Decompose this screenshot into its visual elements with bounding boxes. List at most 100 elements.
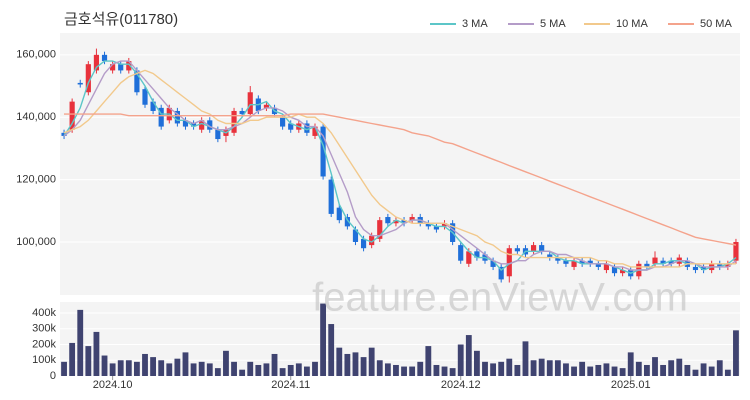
candle-body: [433, 226, 440, 230]
volume-bar: [433, 364, 440, 376]
candle-body: [344, 217, 350, 227]
volume-bar: [449, 368, 456, 376]
volume-bar: [724, 369, 731, 376]
volume-bar: [239, 369, 246, 376]
volume-bar: [117, 360, 124, 376]
candle-body: [312, 126, 318, 136]
volume-bar: [676, 358, 683, 376]
candle-body: [603, 263, 610, 271]
ma-line: [63, 60, 737, 274]
volume-bar: [716, 360, 723, 376]
candle-body: [425, 223, 431, 227]
ma-line: [63, 60, 737, 271]
candle-body: [150, 101, 156, 111]
y-tick-label: 300k: [32, 323, 56, 335]
candle-body: [563, 260, 569, 264]
volume-bar: [587, 366, 594, 376]
volume-bar: [627, 352, 634, 376]
volume-bar: [401, 366, 407, 376]
y-tick-label: 100k: [32, 354, 56, 366]
candle-body: [77, 82, 83, 85]
volume-bar: [652, 357, 658, 376]
volume-bar: [352, 352, 359, 376]
price-plot-area: [60, 33, 740, 295]
volume-bar: [465, 335, 472, 376]
volume-bar: [320, 303, 327, 376]
candle-body: [555, 257, 561, 261]
candle-body: [700, 266, 707, 271]
candle-body: [717, 263, 723, 267]
volume-bar: [603, 363, 610, 376]
candle-body: [158, 107, 164, 127]
volume-bar: [198, 361, 205, 376]
ma-line: [63, 69, 736, 268]
candle-body: [725, 263, 731, 267]
volume-bar: [231, 361, 237, 376]
volume-bar: [182, 352, 189, 376]
candle-body: [93, 54, 100, 71]
volume-bar: [312, 361, 318, 376]
candle-body: [571, 260, 577, 267]
candle-body: [401, 220, 407, 224]
volume-bar: [133, 361, 140, 376]
candle-body: [530, 245, 537, 252]
candle-body: [733, 241, 739, 261]
candle-body: [611, 266, 618, 274]
y-tick-label: 160,000: [16, 49, 56, 61]
volume-bar: [376, 360, 383, 376]
volume-bar: [287, 364, 294, 376]
volume-bar: [174, 358, 181, 376]
volume-bar: [360, 357, 367, 376]
candle-body: [644, 263, 650, 267]
candle-body: [369, 235, 375, 246]
volume-bar: [295, 363, 302, 376]
candle-body: [498, 266, 504, 280]
chart-title: 금호석유(011780): [64, 11, 178, 28]
volume-bar: [482, 361, 488, 376]
watermark: feature.enViewV.com: [312, 276, 688, 320]
volume-bar: [457, 344, 464, 376]
candle-body: [587, 260, 593, 264]
y-tick-label: 200k: [32, 338, 56, 350]
volume-bar: [158, 360, 165, 376]
candle-body: [652, 257, 658, 264]
volume-bar: [643, 364, 650, 376]
volume-bar: [384, 363, 391, 376]
candle-body: [660, 260, 666, 264]
candle-body: [182, 120, 189, 127]
volume-bar: [166, 363, 173, 376]
candle-body: [539, 245, 545, 252]
volume-bar: [506, 358, 513, 376]
candle-body: [692, 266, 699, 271]
volume-bar: [595, 364, 602, 376]
candle-body: [466, 251, 472, 264]
candle-body: [579, 260, 585, 264]
volume-bar: [546, 360, 553, 376]
volume-bar: [150, 357, 157, 376]
candle-body: [385, 217, 391, 224]
candle-body: [441, 223, 448, 227]
candle-body: [199, 120, 205, 130]
candle-body: [458, 245, 464, 261]
candle-body: [668, 260, 674, 264]
volume-bar: [660, 364, 667, 376]
candle-body: [110, 64, 116, 71]
x-tick-label: 2025.01: [611, 379, 651, 391]
candle-body: [377, 220, 383, 239]
candle-body: [360, 238, 367, 249]
y-tick-label: 120,000: [16, 174, 56, 186]
candle-body: [514, 248, 520, 252]
volume-bar: [619, 368, 626, 376]
candle-body: [85, 64, 91, 93]
candle-body: [174, 110, 180, 124]
volume-bar: [530, 360, 537, 376]
legend-label: 50 MA: [700, 18, 732, 30]
legend-label: 10 MA: [616, 18, 648, 30]
candle-body: [247, 92, 253, 115]
volume-bar: [190, 363, 197, 376]
volume-bar: [214, 368, 221, 376]
volume-bar: [85, 346, 92, 376]
volume-bar: [328, 324, 335, 376]
candle-body: [207, 120, 213, 130]
